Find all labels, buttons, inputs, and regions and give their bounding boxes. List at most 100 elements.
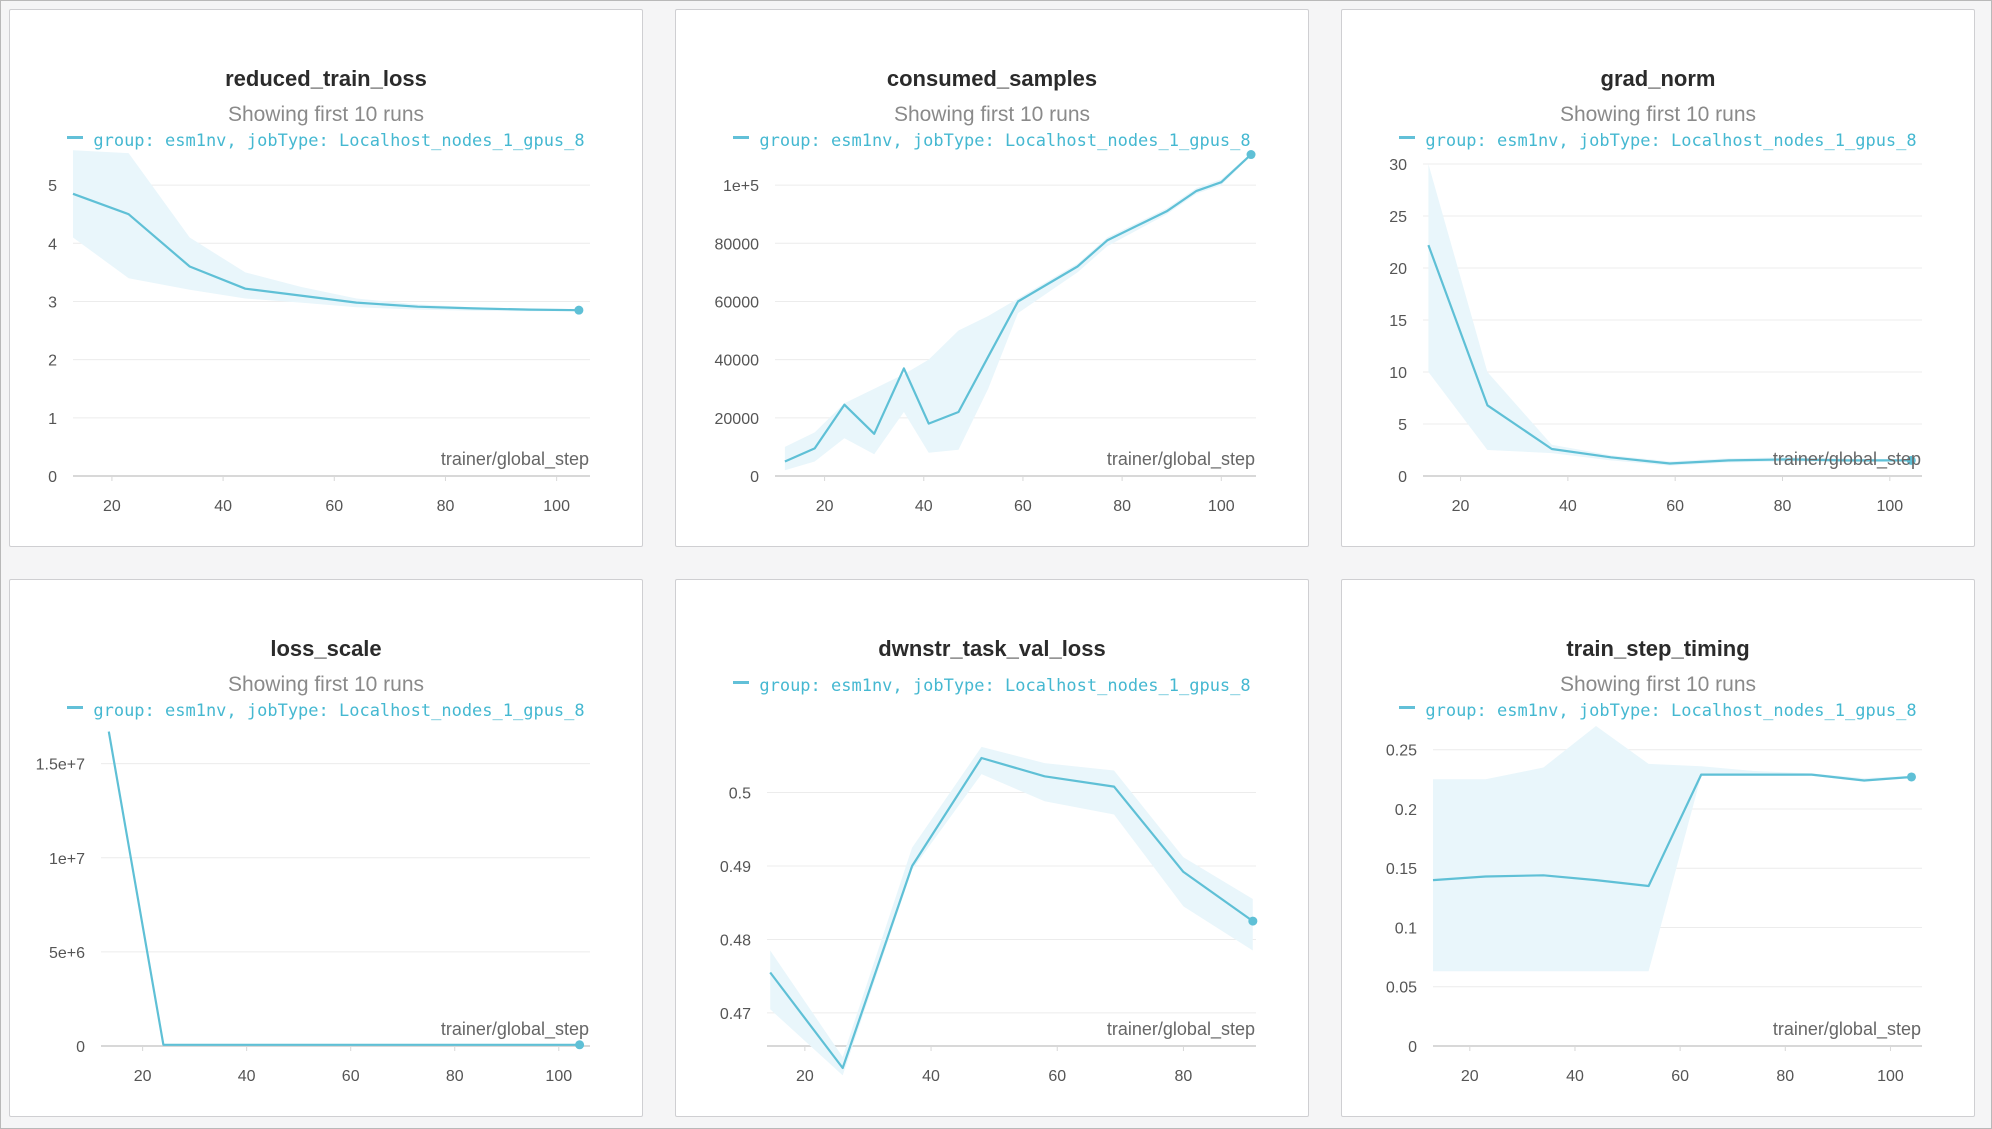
y-tick-label: 60000 <box>715 294 760 311</box>
panel-train-step-timing[interactable]: train_step_timing Showing first 10 runs … <box>1341 579 1975 1117</box>
y-tick-label: 10 <box>1389 365 1407 382</box>
legend-entry[interactable]: group: esm1nv, jobType: Localhost_nodes_… <box>10 701 642 721</box>
x-tick-label: 80 <box>1113 498 1131 515</box>
legend-entry[interactable]: group: esm1nv, jobType: Localhost_nodes_… <box>676 131 1308 151</box>
series-last-point <box>1248 916 1258 926</box>
x-tick-label: 40 <box>1559 498 1577 515</box>
x-axis-label: trainer/global_step <box>441 449 589 470</box>
panel-title: consumed_samples <box>886 66 1098 91</box>
series-range-band <box>784 153 1251 471</box>
x-axis-label: trainer/global_step <box>1107 449 1255 470</box>
panel-title: dwnstr_task_val_loss <box>878 636 1106 661</box>
y-tick-label: 0 <box>1408 1039 1417 1056</box>
legend-entry[interactable]: group: esm1nv, jobType: Localhost_nodes_… <box>1342 131 1974 151</box>
y-tick-label: 0.2 <box>1395 802 1417 819</box>
series-last-point <box>575 1040 585 1050</box>
legend-swatch <box>733 680 750 684</box>
y-tick-label: 1 <box>48 411 57 428</box>
series-last-point <box>1906 772 1916 782</box>
x-tick-label: 80 <box>437 498 455 515</box>
panel-subtitle: Showing first 10 runs <box>227 103 425 126</box>
x-tick-label: 100 <box>1877 1068 1904 1085</box>
x-tick-label: 20 <box>796 1068 814 1085</box>
legend-label: group: esm1nv, jobType: Localhost_nodes_… <box>1425 701 1917 721</box>
y-tick-label: 0.25 <box>1386 743 1417 760</box>
panel-title: reduced_train_loss <box>225 66 427 91</box>
y-tick-label: 0.5 <box>729 786 751 803</box>
x-tick-label: 80 <box>446 1068 464 1085</box>
x-tick-label: 60 <box>1671 1068 1689 1085</box>
series-range-band <box>1433 726 1912 972</box>
x-tick-label: 40 <box>1566 1068 1584 1085</box>
panel-title: loss_scale <box>270 636 382 661</box>
series-line <box>769 756 1254 1070</box>
panel-reduced-train-loss[interactable]: reduced_train_loss Showing first 10 runs… <box>9 9 643 547</box>
chart-svg[interactable]: 0 0.05 0.1 0.15 0.2 0.25 20 40 60 80 100 trainer/gl… <box>1342 580 1976 1118</box>
y-tick-label: 0.47 <box>720 1006 751 1023</box>
y-tick-label: 0.05 <box>1386 980 1417 997</box>
panel-subtitle: Showing first 10 runs <box>1559 673 1757 696</box>
series-range-band <box>770 746 1253 1076</box>
y-tick-label: 1.5e+7 <box>36 757 85 774</box>
chart-svg[interactable]: 0 1 2 3 4 5 20 40 60 80 100 trainer/global_step <box>10 10 644 548</box>
x-tick-label: 40 <box>922 1068 940 1085</box>
x-tick-label: 100 <box>543 498 570 515</box>
chart-svg[interactable]: 0 5e+6 1e+7 1.5e+7 20 40 60 80 100 trainer/global… <box>10 580 644 1118</box>
y-tick-label: 80000 <box>715 236 760 253</box>
panel-subtitle: Showing first 10 runs <box>227 673 425 696</box>
series-line <box>72 192 579 312</box>
x-tick-label: 40 <box>915 498 933 515</box>
y-tick-label: 0 <box>1398 469 1407 486</box>
y-tick-label: 2 <box>48 353 57 370</box>
series-last-point <box>574 305 584 315</box>
x-tick-label: 40 <box>238 1068 256 1085</box>
legend-swatch <box>67 705 84 709</box>
x-tick-label: 20 <box>103 498 121 515</box>
y-tick-label: 3 <box>48 294 57 311</box>
y-tick-label: 0.48 <box>720 932 751 949</box>
x-tick-label: 60 <box>1666 498 1684 515</box>
legend-entry[interactable]: group: esm1nv, jobType: Localhost_nodes_… <box>1342 701 1974 721</box>
panel-consumed-samples[interactable]: consumed_samples Showing first 10 runs g… <box>675 9 1309 547</box>
x-axis-label: trainer/global_step <box>1773 449 1921 470</box>
chart-svg[interactable]: 0 5 10 15 20 25 30 20 40 60 80 100 trainer/global_st… <box>1342 10 1976 548</box>
x-tick-label: 60 <box>342 1068 360 1085</box>
panel-loss-scale[interactable]: loss_scale Showing first 10 runs group: … <box>9 579 643 1117</box>
legend-swatch <box>733 135 750 139</box>
x-tick-label: 60 <box>1048 1068 1066 1085</box>
legend-entry[interactable]: group: esm1nv, jobType: Localhost_nodes_… <box>676 676 1308 696</box>
panel-subtitle: Showing first 10 runs <box>1559 103 1757 126</box>
y-tick-label: 0.49 <box>720 859 751 876</box>
y-tick-label: 25 <box>1389 209 1407 226</box>
y-tick-label: 1e+5 <box>723 178 759 195</box>
y-tick-label: 5e+6 <box>49 945 85 962</box>
legend-swatch <box>1399 705 1416 709</box>
chart-svg[interactable]: 0.47 0.48 0.49 0.5 20 40 60 80 trainer/global_st… <box>676 580 1310 1118</box>
x-tick-label: 80 <box>1776 1068 1794 1085</box>
x-tick-label: 100 <box>545 1068 572 1085</box>
chart-svg[interactable]: 0 20000 40000 60000 80000 1e+5 20 40 60 80 100 trai… <box>676 10 1310 548</box>
legend-entry[interactable]: group: esm1nv, jobType: Localhost_nodes_… <box>10 131 642 151</box>
x-tick-label: 60 <box>1014 498 1032 515</box>
panel-dwnstr-task-val-loss[interactable]: dwnstr_task_val_loss group: esm1nv, jobT… <box>675 579 1309 1117</box>
y-tick-label: 5 <box>48 178 57 195</box>
panel-grad-norm[interactable]: grad_norm Showing first 10 runs group: e… <box>1341 9 1975 547</box>
y-tick-label: 30 <box>1389 157 1407 174</box>
y-tick-label: 0 <box>48 469 57 486</box>
series-line <box>1427 244 1912 465</box>
x-tick-label: 20 <box>816 498 834 515</box>
legend-swatch <box>1399 135 1416 139</box>
series-line <box>784 153 1252 463</box>
x-axis-label: trainer/global_step <box>1107 1019 1255 1040</box>
x-tick-label: 20 <box>1452 498 1470 515</box>
x-tick-label: 80 <box>1774 498 1792 515</box>
x-tick-label: 80 <box>1175 1068 1193 1085</box>
x-tick-label: 60 <box>325 498 343 515</box>
y-tick-label: 0.15 <box>1386 861 1417 878</box>
y-tick-label: 40000 <box>715 353 760 370</box>
legend-label: group: esm1nv, jobType: Localhost_nodes_… <box>759 676 1251 696</box>
x-tick-label: 100 <box>1208 498 1235 515</box>
series-last-point <box>1246 150 1256 160</box>
series-line <box>1432 773 1912 888</box>
y-tick-label: 20 <box>1389 261 1407 278</box>
